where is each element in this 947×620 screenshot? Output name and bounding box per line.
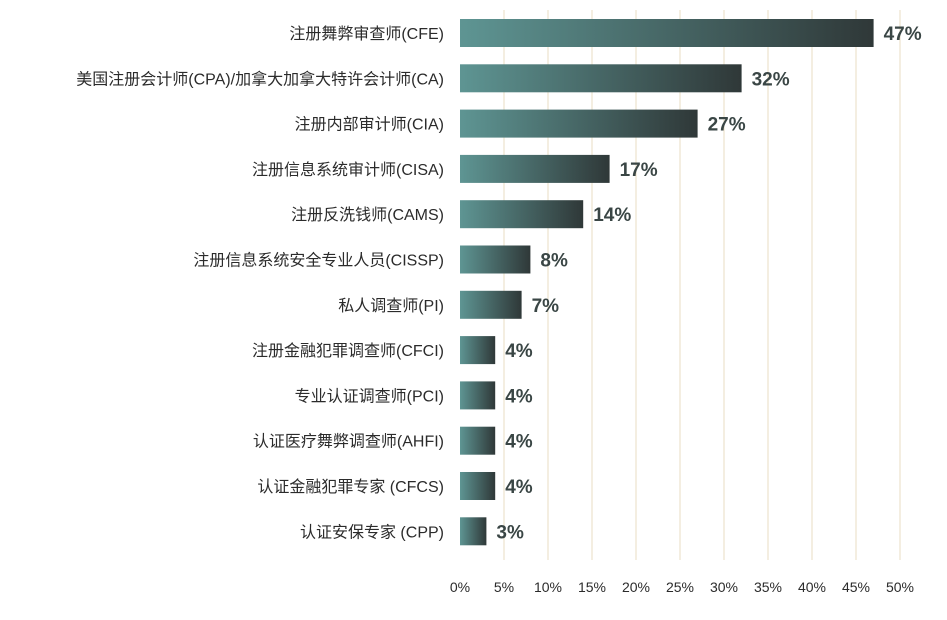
- x-tick-label: 30%: [710, 579, 738, 595]
- category-labels: 注册舞弊审查师(CFE) 美国注册会计师(CPA)/加拿大加拿大特许会计师(CA)…: [76, 25, 444, 541]
- category-label: 私人调查师(PI): [338, 297, 444, 315]
- bar: [460, 200, 584, 229]
- x-tick-label: 25%: [666, 579, 694, 595]
- bar: [460, 426, 496, 455]
- category-label: 认证金融犯罪专家 (CFCS): [257, 478, 444, 496]
- bar: [460, 290, 522, 319]
- bar: [460, 517, 487, 546]
- data-label: 4%: [505, 341, 533, 362]
- data-labels: 47% 32% 27% 17% 14% 8% 7% 4% 4% 4% 4% 3%: [496, 24, 921, 543]
- category-label: 注册内部审计师(CIA): [295, 116, 444, 134]
- category-label: 注册信息系统安全专业人员(CISSP): [193, 252, 444, 270]
- data-label: 17%: [620, 160, 658, 181]
- data-label: 8%: [540, 251, 568, 272]
- bar: [460, 336, 496, 365]
- x-tick-label: 50%: [886, 579, 914, 595]
- x-tick-label: 5%: [494, 579, 514, 595]
- bar: [460, 381, 496, 410]
- x-tick-label: 45%: [842, 579, 870, 595]
- category-label: 美国注册会计师(CPA)/加拿大加拿大特许会计师(CA): [76, 69, 444, 88]
- data-label: 47%: [884, 24, 922, 45]
- x-tick-label: 10%: [534, 579, 562, 595]
- category-label: 注册信息系统审计师(CISA): [252, 161, 444, 179]
- data-label: 3%: [496, 522, 524, 543]
- category-label: 认证安保专家 (CPP): [300, 523, 444, 541]
- category-label: 认证医疗舞弊调查师(AHFI): [253, 433, 444, 451]
- x-tick-label: 0%: [450, 579, 470, 595]
- category-label: 注册舞弊审查师(CFE): [289, 25, 444, 43]
- bar: [460, 109, 698, 138]
- data-label: 7%: [532, 296, 560, 317]
- data-label: 14%: [593, 205, 631, 226]
- data-label: 4%: [505, 477, 533, 498]
- x-tick-label: 15%: [578, 579, 606, 595]
- bar: [460, 19, 874, 47]
- data-label: 27%: [708, 115, 746, 136]
- x-tick-label: 35%: [754, 579, 782, 595]
- category-label: 专业认证调查师(PCI): [295, 387, 444, 405]
- data-label: 4%: [505, 432, 533, 453]
- x-axis-ticks: 0% 5% 10% 15% 20% 25% 30% 35% 40% 45% 50%: [450, 579, 914, 595]
- gridlines: [503, 10, 901, 560]
- bar: [460, 245, 531, 274]
- category-label: 注册金融犯罪调查师(CFCI): [252, 342, 444, 360]
- bars: [460, 19, 874, 546]
- bar: [460, 64, 742, 93]
- category-label: 注册反洗钱师(CAMS): [291, 206, 444, 224]
- x-tick-label: 40%: [798, 579, 826, 595]
- data-label: 4%: [505, 386, 533, 407]
- data-label: 32%: [752, 69, 790, 90]
- x-tick-label: 20%: [622, 579, 650, 595]
- bar: [460, 472, 496, 500]
- bar: [460, 154, 610, 183]
